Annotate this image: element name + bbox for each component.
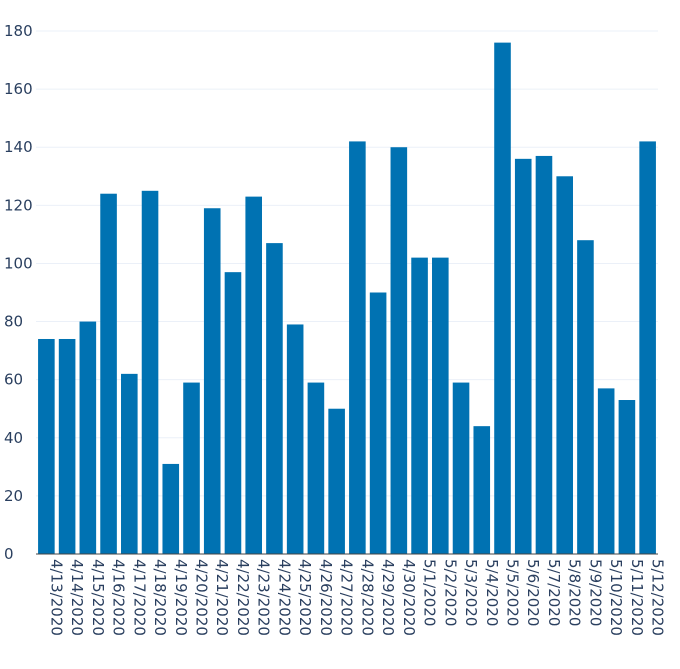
x-tick-label: 5/3/2020 <box>462 559 480 626</box>
bar-4-23-2020 <box>245 196 262 554</box>
x-tick-label: 4/15/2020 <box>89 559 107 636</box>
x-tick-label: 4/26/2020 <box>317 559 335 636</box>
x-tick-label: 4/21/2020 <box>213 559 231 636</box>
x-tick-label: 5/2/2020 <box>441 559 459 626</box>
x-tick-label: 4/30/2020 <box>400 559 418 636</box>
y-axis-ticks: 0 20 40 60 80 100 120 140 160 180 <box>4 22 33 563</box>
bar-4-28-2020 <box>349 141 366 554</box>
y-tick-label: 20 <box>4 487 23 505</box>
x-tick-label: 4/13/2020 <box>47 559 65 636</box>
bar-4-17-2020 <box>121 373 138 554</box>
bar-4-26-2020 <box>307 382 325 554</box>
bar-4-13-2020 <box>38 338 55 554</box>
x-tick-label: 5/4/2020 <box>483 559 501 626</box>
bar-5-10-2020 <box>597 388 615 554</box>
bars <box>38 42 656 555</box>
x-tick-label: 4/29/2020 <box>379 559 397 636</box>
y-tick-label: 160 <box>4 80 33 98</box>
x-tick-label: 4/17/2020 <box>130 559 148 636</box>
y-tick-label: 120 <box>4 196 33 214</box>
bar-4-15-2020 <box>79 321 97 554</box>
bar-4-18-2020 <box>141 190 159 554</box>
y-tick-label: 40 <box>4 429 23 447</box>
bar-4-22-2020 <box>224 272 242 554</box>
bar-4-21-2020 <box>203 208 221 555</box>
x-tick-label: 4/19/2020 <box>172 559 190 636</box>
bar-4-29-2020 <box>369 292 387 554</box>
x-tick-label: 5/1/2020 <box>421 559 439 626</box>
bar-5-8-2020 <box>556 176 573 554</box>
bar-4-20-2020 <box>183 382 200 554</box>
bar-5-3-2020 <box>452 382 470 554</box>
x-tick-label: 5/7/2020 <box>545 559 563 626</box>
bar-4-30-2020 <box>390 147 408 554</box>
x-tick-label: 4/18/2020 <box>151 559 169 636</box>
bar-5-4-2020 <box>473 426 491 554</box>
y-tick-label: 140 <box>4 138 33 156</box>
bar-5-6-2020 <box>514 158 532 554</box>
bar-4-27-2020 <box>328 408 345 554</box>
x-tick-label: 4/27/2020 <box>338 559 356 636</box>
x-tick-label: 4/28/2020 <box>358 559 376 636</box>
bar-5-11-2020 <box>618 400 636 554</box>
y-tick-label: 0 <box>4 545 14 563</box>
x-tick-label: 5/10/2020 <box>607 559 625 636</box>
gridlines <box>36 30 658 497</box>
x-tick-label: 4/20/2020 <box>193 559 211 636</box>
x-tick-label: 4/23/2020 <box>255 559 273 636</box>
x-tick-label: 4/25/2020 <box>296 559 314 636</box>
x-tick-label: 4/14/2020 <box>68 559 86 636</box>
x-tick-label: 5/8/2020 <box>566 559 584 626</box>
x-tick-label: 5/5/2020 <box>504 559 522 626</box>
bar-5-1-2020 <box>411 257 428 554</box>
x-tick-label: 5/12/2020 <box>649 559 667 636</box>
bar-4-19-2020 <box>162 463 180 554</box>
x-tick-label: 4/22/2020 <box>234 559 252 636</box>
bar-5-7-2020 <box>535 155 553 554</box>
y-tick-label: 100 <box>4 254 33 272</box>
x-axis-ticks: 4/13/2020 4/14/2020 4/15/2020 4/16/2020 4/17… <box>47 559 666 636</box>
y-tick-label: 80 <box>4 313 23 331</box>
bar-4-16-2020 <box>100 193 117 554</box>
bar-5-9-2020 <box>577 240 594 554</box>
bar-4-24-2020 <box>266 243 283 555</box>
bar-5-12-2020 <box>639 141 656 554</box>
bar-5-2-2020 <box>432 257 449 554</box>
x-tick-label: 4/24/2020 <box>275 559 293 636</box>
y-tick-label: 60 <box>4 371 23 389</box>
x-tick-label: 4/16/2020 <box>110 559 128 636</box>
bar-4-25-2020 <box>286 324 304 554</box>
y-tick-label: 180 <box>4 22 33 40</box>
x-tick-label: 5/9/2020 <box>586 559 604 626</box>
bar-4-14-2020 <box>58 338 76 554</box>
x-tick-label: 5/11/2020 <box>628 559 646 636</box>
bar-5-5-2020 <box>494 42 511 555</box>
x-tick-label: 5/6/2020 <box>524 559 542 626</box>
